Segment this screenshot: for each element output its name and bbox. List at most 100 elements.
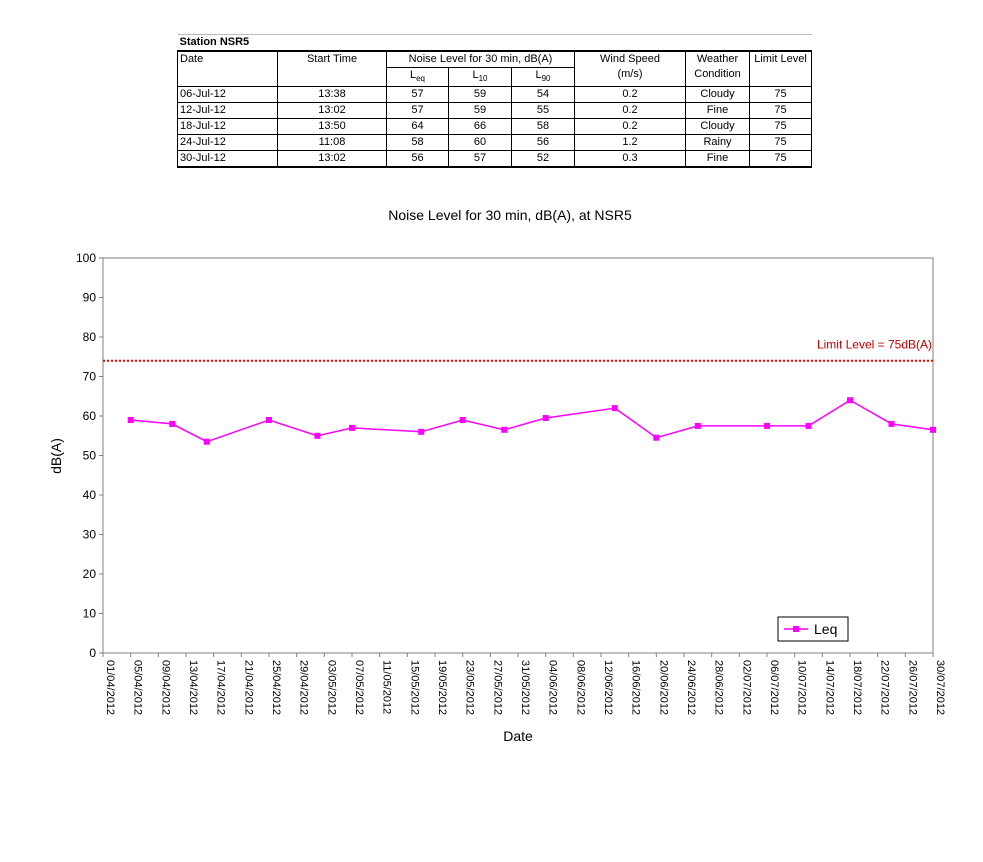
x-tick-label: 05/04/2012 (132, 660, 144, 715)
cell-weather: Fine (685, 150, 750, 169)
legend-swatch-marker (793, 626, 799, 632)
data-point (930, 426, 936, 433)
cell-leq: 58 (386, 134, 449, 152)
y-tick-label: 90 (83, 291, 97, 305)
data-point (169, 420, 176, 427)
x-tick-label: 16/06/2012 (630, 660, 642, 715)
x-tick-label: 14/07/2012 (823, 660, 835, 715)
cell-date: 24-Jul-12 (177, 134, 278, 152)
cell-limit: 75 (749, 86, 812, 104)
x-tick-label: 17/04/2012 (215, 660, 227, 715)
cell-start-time: 13:38 (277, 86, 387, 104)
cell-date: 30-Jul-12 (177, 150, 278, 169)
cell-leq: 56 (386, 150, 449, 169)
cell-limit: 75 (749, 134, 812, 152)
y-tick-label: 20 (83, 567, 97, 581)
noise-data-table: Station NSR5 Date Start Time Noise Level… (177, 34, 812, 169)
x-tick-label: 28/06/2012 (713, 660, 725, 715)
x-tick-label: 21/04/2012 (242, 660, 254, 715)
series-leq (127, 397, 936, 445)
chart-title: Noise Level for 30 min, dB(A), at NSR5 (388, 207, 632, 223)
header-l10: L10 (448, 66, 512, 88)
x-tick-label: 30/07/2012 (934, 660, 946, 715)
data-point (542, 415, 549, 421)
data-point (418, 428, 425, 435)
table-row: 12-Jul-12 13:02 57 59 55 0.2 Fine 75 (177, 102, 812, 120)
header-wind-speed: Wind Speed (m/s) (574, 50, 686, 88)
x-tick-label: 31/05/2012 (519, 660, 531, 715)
x-tick-label: 12/06/2012 (602, 660, 614, 715)
data-point (888, 420, 895, 427)
data-point (459, 417, 466, 423)
data-point (501, 426, 508, 433)
cell-date: 12-Jul-12 (177, 102, 278, 120)
data-point (694, 422, 701, 429)
y-tick-label: 60 (83, 409, 97, 423)
y-axis: 0 10 20 30 40 50 60 70 80 90 100 (76, 251, 103, 660)
cell-l90: 55 (511, 102, 575, 120)
cell-l90: 52 (511, 150, 575, 169)
x-tick-label: 06/07/2012 (768, 660, 780, 715)
x-tick-label: 01/04/2012 (104, 660, 116, 715)
x-tick-label: 10/07/2012 (796, 660, 808, 715)
data-point (847, 397, 853, 404)
y-axis-label: dB(A) (48, 438, 64, 474)
limit-label: Limit Level = 75dB(A) (817, 338, 932, 352)
data-point (611, 405, 618, 412)
data-point (764, 422, 770, 429)
cell-l90: 58 (511, 118, 575, 136)
header-leq: Leq (386, 66, 449, 88)
x-tick-label: 20/06/2012 (657, 660, 669, 715)
cell-leq: 57 (386, 102, 449, 120)
cell-wind: 0.2 (574, 86, 686, 104)
cell-l10: 59 (448, 102, 512, 120)
x-tick-label: 27/05/2012 (491, 660, 503, 715)
y-tick-label: 80 (83, 330, 97, 344)
x-tick-label: 09/04/2012 (159, 660, 171, 715)
y-tick-label: 0 (89, 646, 96, 660)
y-tick-label: 40 (83, 488, 97, 502)
table-row: 06-Jul-12 13:38 57 59 54 0.2 Cloudy 75 (177, 86, 812, 104)
cell-limit: 75 (749, 102, 812, 120)
cell-limit: 75 (749, 118, 812, 136)
x-tick-label: 04/06/2012 (547, 660, 559, 715)
x-tick-label: 23/05/2012 (464, 660, 476, 715)
cell-l10: 59 (448, 86, 512, 104)
cell-l10: 66 (448, 118, 512, 136)
cell-l10: 60 (448, 134, 512, 152)
cell-l90: 56 (511, 134, 575, 152)
x-tick-label: 08/06/2012 (574, 660, 586, 715)
y-tick-label: 10 (83, 607, 97, 621)
cell-start-time: 13:02 (277, 150, 387, 169)
header-l90: L90 (511, 66, 575, 88)
cell-start-time: 13:50 (277, 118, 387, 136)
legend-box (777, 616, 849, 642)
cell-weather: Fine (685, 102, 750, 120)
cell-weather: Cloudy (685, 86, 750, 104)
data-point (266, 417, 272, 423)
x-tick-label: 02/07/2012 (740, 660, 752, 715)
data-point (349, 424, 355, 431)
x-axis: 01/04/2012 05/04/2012 09/04/2012 13/04/2012… (102, 653, 946, 715)
table-caption: Station NSR5 (177, 34, 812, 52)
series-line-leq (130, 399, 934, 443)
table-row: 18-Jul-12 13:50 64 66 58 0.2 Cloudy 75 (177, 118, 812, 136)
header-noise-level: Noise Level for 30 min, dB(A) (386, 50, 575, 68)
data-point (314, 432, 321, 439)
data-point (805, 422, 812, 429)
plot-area (102, 257, 934, 654)
y-tick-label: 70 (83, 370, 97, 384)
cell-l90: 54 (511, 86, 575, 104)
data-point (653, 434, 660, 441)
data-point (203, 438, 210, 445)
x-tick-label: 03/05/2012 (325, 660, 337, 715)
legend-label: Leq (814, 621, 837, 637)
x-tick-label: 25/04/2012 (270, 660, 282, 715)
x-tick-label: 24/06/2012 (685, 660, 697, 715)
cell-date: 06-Jul-12 (177, 86, 278, 104)
x-tick-label: 13/04/2012 (187, 660, 199, 715)
cell-start-time: 13:02 (277, 102, 387, 120)
data-point (127, 417, 134, 423)
x-tick-label: 15/05/2012 (408, 660, 420, 715)
